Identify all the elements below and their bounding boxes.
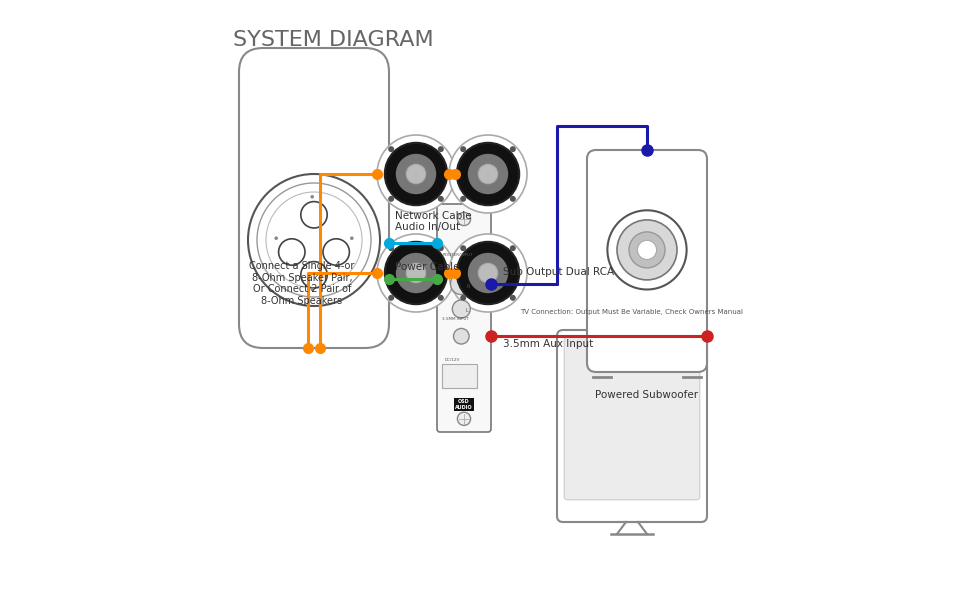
Circle shape [377, 234, 454, 312]
Circle shape [388, 295, 393, 301]
Circle shape [300, 202, 327, 228]
Circle shape [388, 245, 393, 251]
Text: 3.5MM INPUT: 3.5MM INPUT [442, 317, 469, 321]
Text: TV Connection: Output Must Be Variable, Check Owners Manual: TV Connection: Output Must Be Variable, … [520, 309, 742, 315]
Circle shape [396, 154, 435, 193]
Circle shape [274, 236, 278, 240]
Circle shape [457, 412, 470, 425]
Circle shape [300, 262, 327, 288]
Text: DC/12V: DC/12V [445, 358, 460, 362]
Circle shape [478, 164, 497, 184]
Circle shape [456, 242, 518, 304]
Circle shape [510, 146, 516, 152]
Circle shape [406, 164, 425, 184]
Text: ROUTER/INPUT: ROUTER/INPUT [442, 253, 473, 257]
Bar [442, 364, 477, 388]
FancyBboxPatch shape [586, 150, 706, 372]
Text: Network Cable
Audio In/Out: Network Cable Audio In/Out [394, 211, 471, 232]
Text: Power Cable: Power Cable [394, 262, 459, 272]
Circle shape [450, 273, 472, 295]
Circle shape [510, 245, 516, 251]
Circle shape [385, 242, 447, 304]
Circle shape [459, 146, 466, 152]
Circle shape [510, 295, 516, 301]
Circle shape [449, 135, 526, 213]
Text: R: R [466, 284, 469, 289]
Circle shape [456, 143, 518, 205]
Circle shape [449, 234, 526, 312]
Circle shape [453, 328, 469, 344]
Circle shape [310, 287, 314, 291]
Circle shape [437, 146, 444, 152]
Circle shape [452, 300, 470, 318]
Circle shape [388, 196, 393, 202]
Text: OSD
AUDIO: OSD AUDIO [454, 399, 472, 410]
Circle shape [437, 295, 444, 301]
Circle shape [510, 196, 516, 202]
Circle shape [323, 239, 349, 265]
Circle shape [459, 196, 466, 202]
Circle shape [468, 154, 507, 193]
Circle shape [607, 210, 686, 289]
FancyBboxPatch shape [437, 204, 490, 432]
Circle shape [478, 263, 497, 283]
Circle shape [385, 143, 447, 205]
Circle shape [310, 195, 314, 199]
Circle shape [437, 196, 444, 202]
Circle shape [459, 295, 466, 301]
Circle shape [266, 192, 361, 288]
FancyBboxPatch shape [556, 330, 706, 522]
FancyBboxPatch shape [238, 48, 389, 348]
Circle shape [468, 253, 507, 292]
Circle shape [457, 212, 470, 226]
Circle shape [350, 236, 354, 240]
Circle shape [388, 146, 393, 152]
Circle shape [616, 220, 676, 280]
Circle shape [257, 183, 370, 297]
Text: L: L [465, 308, 468, 313]
FancyBboxPatch shape [564, 337, 699, 500]
Circle shape [377, 135, 454, 213]
Circle shape [437, 245, 444, 251]
Circle shape [248, 174, 380, 306]
Circle shape [396, 253, 435, 292]
Circle shape [278, 239, 304, 265]
Circle shape [459, 245, 466, 251]
Text: Sub Output Dual RCA: Sub Output Dual RCA [503, 266, 613, 277]
Text: Powered Subwoofer: Powered Subwoofer [595, 390, 698, 400]
Text: SYSTEM DIAGRAM: SYSTEM DIAGRAM [233, 30, 433, 50]
Circle shape [637, 240, 656, 259]
Circle shape [406, 263, 425, 283]
Circle shape [628, 232, 665, 268]
Text: Connect a Single 4-or
8-Ohm Speaker Pair,
Or Connect 2 Pair of
8-Ohm Speakers: Connect a Single 4-or 8-Ohm Speaker Pair… [249, 261, 355, 306]
Text: 3.5mm Aux Input: 3.5mm Aux Input [503, 339, 593, 349]
